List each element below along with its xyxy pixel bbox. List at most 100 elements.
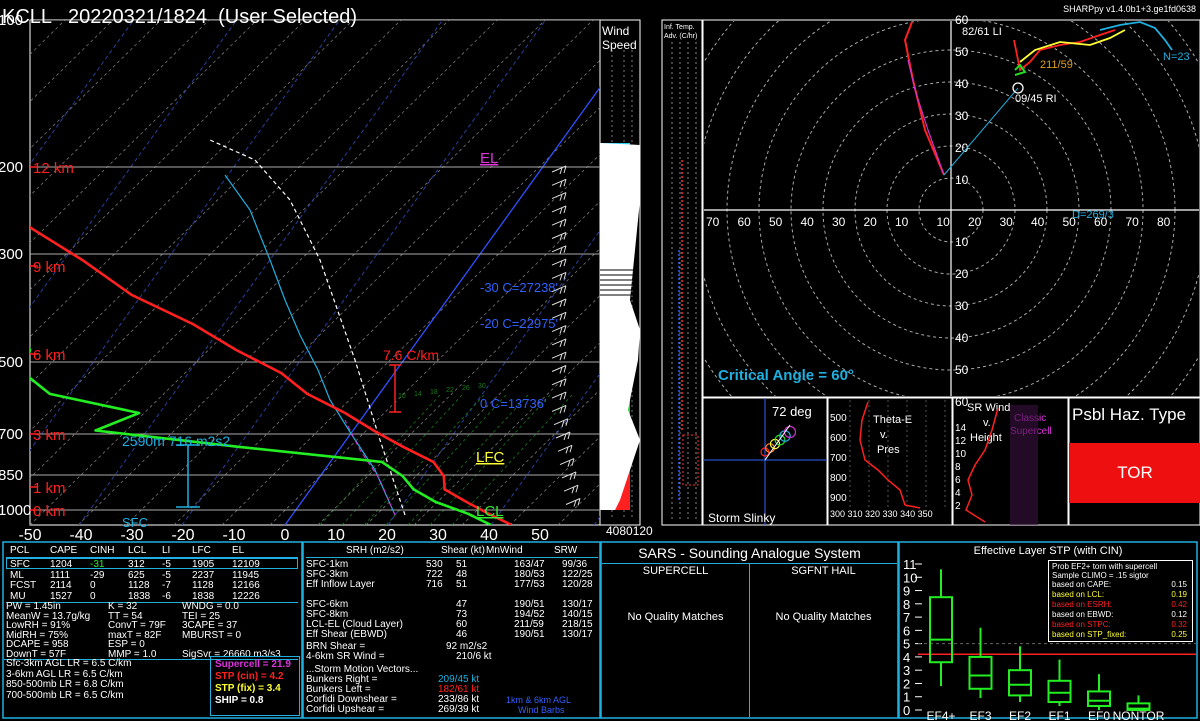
dry-adiabat (509, 436, 600, 525)
dry-adiabat (269, 200, 600, 525)
stp-category-label: NONTOR (1113, 709, 1165, 721)
kinematic-frame (302, 541, 601, 719)
hodo-x-label: 60 (1094, 215, 1108, 229)
kin-cell: 190/51 (514, 599, 545, 610)
kin-cell: 722 (426, 569, 443, 580)
kin-cell: 180/53 (514, 569, 545, 580)
slinky-angle: 72 deg (772, 404, 812, 419)
temp-tick-label: 50 (531, 527, 549, 544)
stp-prob-row: based on CAPE: 0.15 (1052, 580, 1189, 590)
parcel-cell: 0 (90, 580, 96, 591)
profile-group (30, 139, 513, 525)
stp-box (1047, 679, 1072, 704)
stp-category-label: EF3 (969, 709, 991, 721)
parcel-cell: 312 (128, 559, 145, 570)
kin-cell: 218/15 (562, 619, 593, 630)
wind-barb-flag (559, 221, 563, 228)
wind-barb-flag (559, 300, 563, 308)
pressure-label: 700 (0, 426, 23, 443)
parcel-cell: -31 (90, 559, 105, 570)
temp-tick-label: -50 (18, 527, 41, 544)
kin-cell: LCL-EL (Cloud Layer) (306, 619, 403, 630)
kin-cell: SFC-8km (306, 609, 349, 620)
wind-barb-flag (563, 192, 567, 200)
hodo-trace-top (1099, 21, 1173, 51)
parcel-header: LFC (192, 545, 211, 556)
wind-barb-flag (559, 167, 563, 175)
parcel-cell: -5 (162, 559, 171, 570)
parcel-cell: 0 (90, 590, 96, 602)
wind-barb-flag (559, 207, 563, 215)
kin-cell: 51 (456, 559, 468, 570)
wind-barb (551, 391, 567, 399)
wind-barb (551, 365, 567, 372)
parcel-cell: 1527 (50, 590, 73, 602)
hodo-ll-label: 82/61 LI (962, 26, 1002, 38)
hodo-ring-label: 40 (955, 331, 969, 345)
parcel-trace (209, 139, 406, 516)
temp-adv-title: Inf. Temp. (664, 24, 695, 31)
moist-adiabat-label: 18 (430, 389, 438, 396)
stp-prob-label: based on CAPE: (1052, 580, 1112, 589)
wind-barb-flag (571, 487, 575, 494)
theta-profile (859, 401, 921, 509)
skewt-profiles (30, 139, 513, 525)
wind-barb (551, 311, 567, 319)
wind-barb-flag (563, 405, 567, 413)
sr-wind-value: 210/6 kt (456, 651, 492, 662)
temp-tick-label: -30 (120, 527, 143, 544)
hodo-x-label: 30 (832, 215, 846, 229)
hodo-ring-label: 20 (955, 267, 969, 281)
wind-barb (561, 471, 577, 479)
wind-barb (551, 218, 567, 226)
kin-cell: 51 (456, 579, 468, 590)
sars-panel: SARS - Sounding Analogue System SUPERCEL… (602, 543, 897, 717)
parcel-rule (6, 602, 298, 603)
isotherm (593, 515, 600, 525)
stp-y-tick: 6 (903, 623, 910, 638)
hodo-ring-label: 30 (955, 109, 969, 123)
wind-barb-flag (559, 380, 563, 387)
sars-hail-header: SGFNT HAIL (791, 565, 856, 577)
hazard-title: Psbl Haz. Type (1072, 405, 1186, 424)
bunkers-right-marker (1012, 82, 1024, 94)
kin-cell: 716 (426, 579, 443, 590)
pressure-label: 850 (0, 467, 23, 484)
stp-box (929, 596, 953, 664)
hodo-x-label: 60 (738, 215, 752, 229)
dry-adiabat (173, 106, 600, 525)
lapse-rate: 850-500mb LR = 6.8 C/km (6, 679, 124, 690)
moist-adiabat-label: 30 (478, 383, 486, 390)
temp-adv-frame (661, 19, 703, 526)
hodo-ring-label: 30 (955, 299, 969, 313)
hodo-d-label: D=269/3 (1072, 209, 1114, 221)
sars-supercell-header: SUPERCELL (642, 565, 709, 577)
wind-barb-flag (561, 420, 565, 427)
wind-barb-flag (559, 181, 563, 188)
index-value: DCAPE = 958 (6, 639, 69, 651)
isotherm (30, 20, 32, 22)
wind-barb-flag (563, 245, 567, 253)
dry-adiabat (461, 389, 600, 525)
stp-prob-climo: Sample CLIMO = .15 sigtor (1052, 571, 1149, 580)
theta-y-tick: 700 (830, 453, 847, 464)
moist-adiabat-label: 26 (462, 385, 470, 392)
moist-adiabat-label: 14 (414, 391, 422, 398)
kin-cell: 47 (456, 599, 468, 610)
barb-caption: Wind Barbs (518, 705, 565, 715)
srwind-y-tick: 12 (955, 436, 967, 447)
parcel-cell: 2114 (50, 580, 72, 591)
dry-adiabat (30, 20, 402, 385)
temp-adv-box (682, 434, 699, 486)
stp-prob-row: based on STP_fixed: 0.25 (1052, 630, 1189, 640)
brn-shear-value: 92 m2/s2 (446, 641, 488, 652)
stp-frame (898, 541, 1198, 719)
srwind-y-tick: 8 (955, 462, 961, 473)
wind-barb-flag (567, 460, 571, 467)
hodo-x-label: 70 (1126, 215, 1140, 229)
hodograph-frame (702, 19, 1200, 398)
stp-y-tick: 11 (903, 557, 917, 572)
dry-adiabat (30, 20, 210, 197)
stp-box (968, 655, 993, 690)
